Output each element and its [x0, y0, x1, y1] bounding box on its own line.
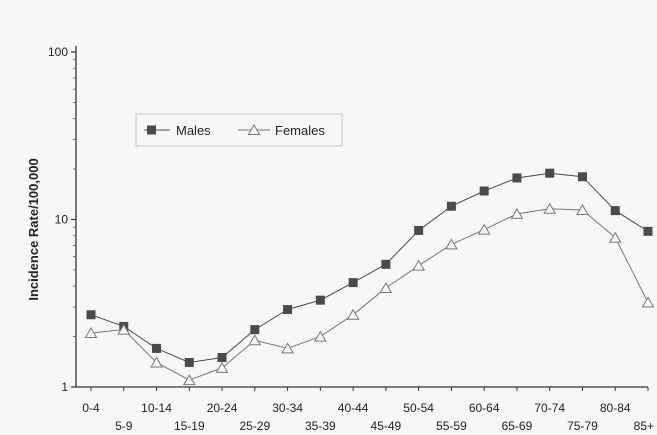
females-point [510, 207, 524, 219]
males-point [348, 278, 358, 288]
males-point [250, 325, 260, 335]
axes: 1 10 100 Incidence Rate/100,000 0-4 5-9 10-141… [26, 45, 654, 433]
series-layer [84, 168, 655, 386]
x-tick-label: 25-29 [239, 419, 270, 433]
females-point [117, 323, 131, 335]
males-point [217, 353, 227, 363]
females-point [182, 374, 196, 386]
females-point [346, 308, 360, 320]
males-point [643, 226, 653, 236]
y-tick-label: 10 [55, 213, 69, 227]
females-point [84, 327, 98, 339]
x-tick-label: 50-54 [403, 401, 434, 415]
x-tick-label: 35-39 [305, 419, 336, 433]
males-point [577, 172, 587, 182]
x-tick-label: 30-34 [272, 401, 303, 415]
males-point [315, 295, 325, 305]
x-tick-label: 75-79 [567, 419, 598, 433]
males-point [610, 206, 620, 216]
males-point [512, 173, 522, 183]
females-point [412, 259, 426, 271]
x-tick-label: 0-4 [82, 401, 100, 415]
x-tick-label: 15-19 [174, 419, 205, 433]
females-point [150, 356, 163, 368]
x-tick-label: 5-9 [115, 419, 133, 433]
y-tick-label: 100 [48, 45, 68, 59]
females-point [641, 296, 655, 308]
x-tick-label: 40-44 [338, 401, 369, 415]
x-tick-label: 60-64 [469, 401, 500, 415]
males-point [184, 358, 194, 368]
x-tick-label: 80-84 [600, 401, 631, 415]
males-point [86, 310, 96, 320]
females-point [445, 238, 458, 250]
males-point [283, 305, 293, 315]
x-tick-label: 45-49 [371, 419, 402, 433]
legend-females-label: Females [275, 123, 325, 138]
females-point [313, 330, 327, 342]
x-tick-label: 55-59 [436, 419, 467, 433]
females-series-line [90, 208, 649, 381]
x-tick-label: 85+ [634, 419, 654, 433]
x-tick-label: 20-24 [207, 401, 238, 415]
legend-males-marker [147, 125, 156, 135]
x-tick-label: 70-74 [534, 401, 565, 415]
males-point [152, 343, 162, 353]
x-tick-label: 10-14 [141, 401, 172, 415]
x-tick-label: 65-69 [502, 419, 533, 433]
legend-males-label: Males [176, 123, 211, 138]
females-point [576, 203, 589, 215]
males-point [479, 186, 489, 196]
females-point [543, 202, 557, 214]
females-point [215, 361, 229, 373]
females-point [477, 223, 491, 235]
males-point [414, 225, 424, 235]
legend: Males Females [135, 113, 343, 147]
females-point [248, 334, 262, 346]
legend-females-marker [247, 124, 261, 135]
legend-box [135, 113, 343, 147]
females-point [379, 281, 393, 293]
y-axis-label: Incidence Rate/100,000 [26, 158, 41, 300]
females-point [281, 342, 294, 354]
males-series-line [90, 172, 649, 364]
females-point [608, 231, 622, 243]
y-tick-label: 1 [61, 380, 68, 394]
males-point [545, 168, 555, 178]
males-point [381, 259, 391, 269]
males-point [446, 201, 456, 211]
